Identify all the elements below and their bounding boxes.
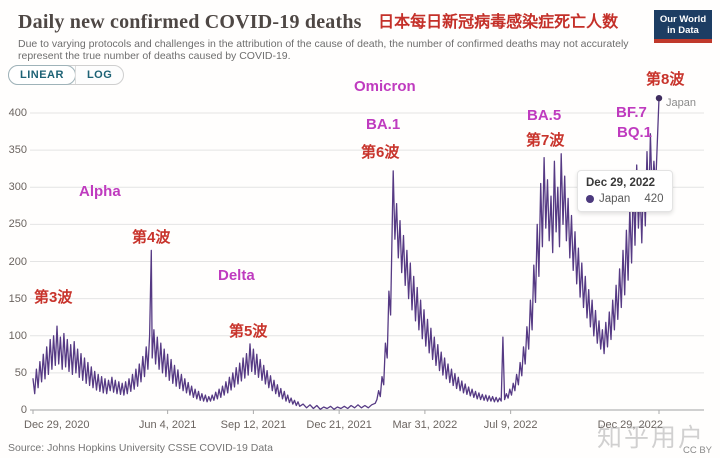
owid-logo-line2: in Data (667, 25, 699, 36)
tooltip-series-value: 420 (644, 193, 664, 205)
tooltip: Dec 29, 2022 Japan 420 (577, 170, 673, 212)
tooltip-series-row: Japan 420 (586, 193, 664, 205)
y-axis-label: 250 (8, 218, 27, 231)
y-axis-label: 400 (8, 107, 27, 119)
owid-logo: Our World in Data (654, 10, 712, 43)
japan-series-line (32, 97, 660, 410)
annotation-BA.1: BA.1 (366, 116, 401, 133)
log-scale-button[interactable]: LOG (74, 66, 123, 84)
annotation-BF.7: BF.7 (616, 104, 647, 121)
y-axis-label: 350 (8, 144, 27, 157)
annotation-BQ.1: BQ.1 (617, 124, 653, 141)
chart-subtitle: Due to varying protocols and challenges … (18, 38, 629, 63)
series-endpoint-label: Japan (666, 97, 696, 109)
y-axis-label: 150 (8, 292, 27, 305)
y-axis-label: 200 (8, 255, 27, 268)
annotation-第4波: 第4波 (132, 229, 171, 246)
y-axis-label: 0 (20, 404, 27, 416)
y-axis-label: 300 (8, 181, 27, 194)
annotation-Delta: Delta (218, 267, 255, 284)
annotation-第5波: 第5波 (229, 323, 268, 340)
linear-scale-button[interactable]: LINEAR (8, 65, 76, 85)
annotation-第7波: 第7波 (526, 132, 565, 149)
source-note: Source: Johns Hopkins University CSSE CO… (8, 442, 273, 454)
annotation-Alpha: Alpha (79, 183, 121, 200)
y-axis-label: 50 (14, 366, 27, 379)
page-title-chinese: 日本每日新冠病毒感染症死亡人数 (378, 14, 619, 31)
watermark: 知乎用户 (597, 424, 706, 452)
annotation-第3波: 第3波 (34, 289, 73, 306)
tooltip-series-name: Japan (599, 193, 631, 205)
x-axis-label: Dec 21, 2021 (306, 419, 372, 431)
annotation-BA.5: BA.5 (527, 107, 562, 124)
annotation-第6波: 第6波 (361, 144, 400, 161)
annotation-第8波: 第8波 (646, 71, 685, 88)
x-axis-label: Jun 4, 2021 (138, 419, 197, 431)
endpoint-dot (655, 94, 663, 102)
x-axis-label: Sep 12, 2021 (220, 419, 287, 431)
tooltip-date: Dec 29, 2022 (586, 177, 656, 189)
x-axis-label: Dec 29, 2020 (24, 419, 90, 431)
x-axis-label: Mar 31, 2022 (392, 419, 458, 431)
license-link[interactable]: CC BY (682, 445, 712, 456)
chart-header: Daily new confirmed COVID-19 deaths 日本每日… (18, 8, 650, 63)
y-axis-label: 100 (8, 329, 27, 342)
scale-toggle: LINEAR LOG (8, 65, 125, 85)
series-dot-icon (586, 195, 594, 203)
annotation-Omicron: Omicron (354, 78, 416, 95)
x-axis-label: Dec 29, 2022 (597, 419, 663, 431)
owid-logo-line1: Our World (659, 14, 707, 25)
x-axis-label: Jul 9, 2022 (483, 419, 538, 431)
page-title: Daily new confirmed COVID-19 deaths (18, 11, 362, 33)
